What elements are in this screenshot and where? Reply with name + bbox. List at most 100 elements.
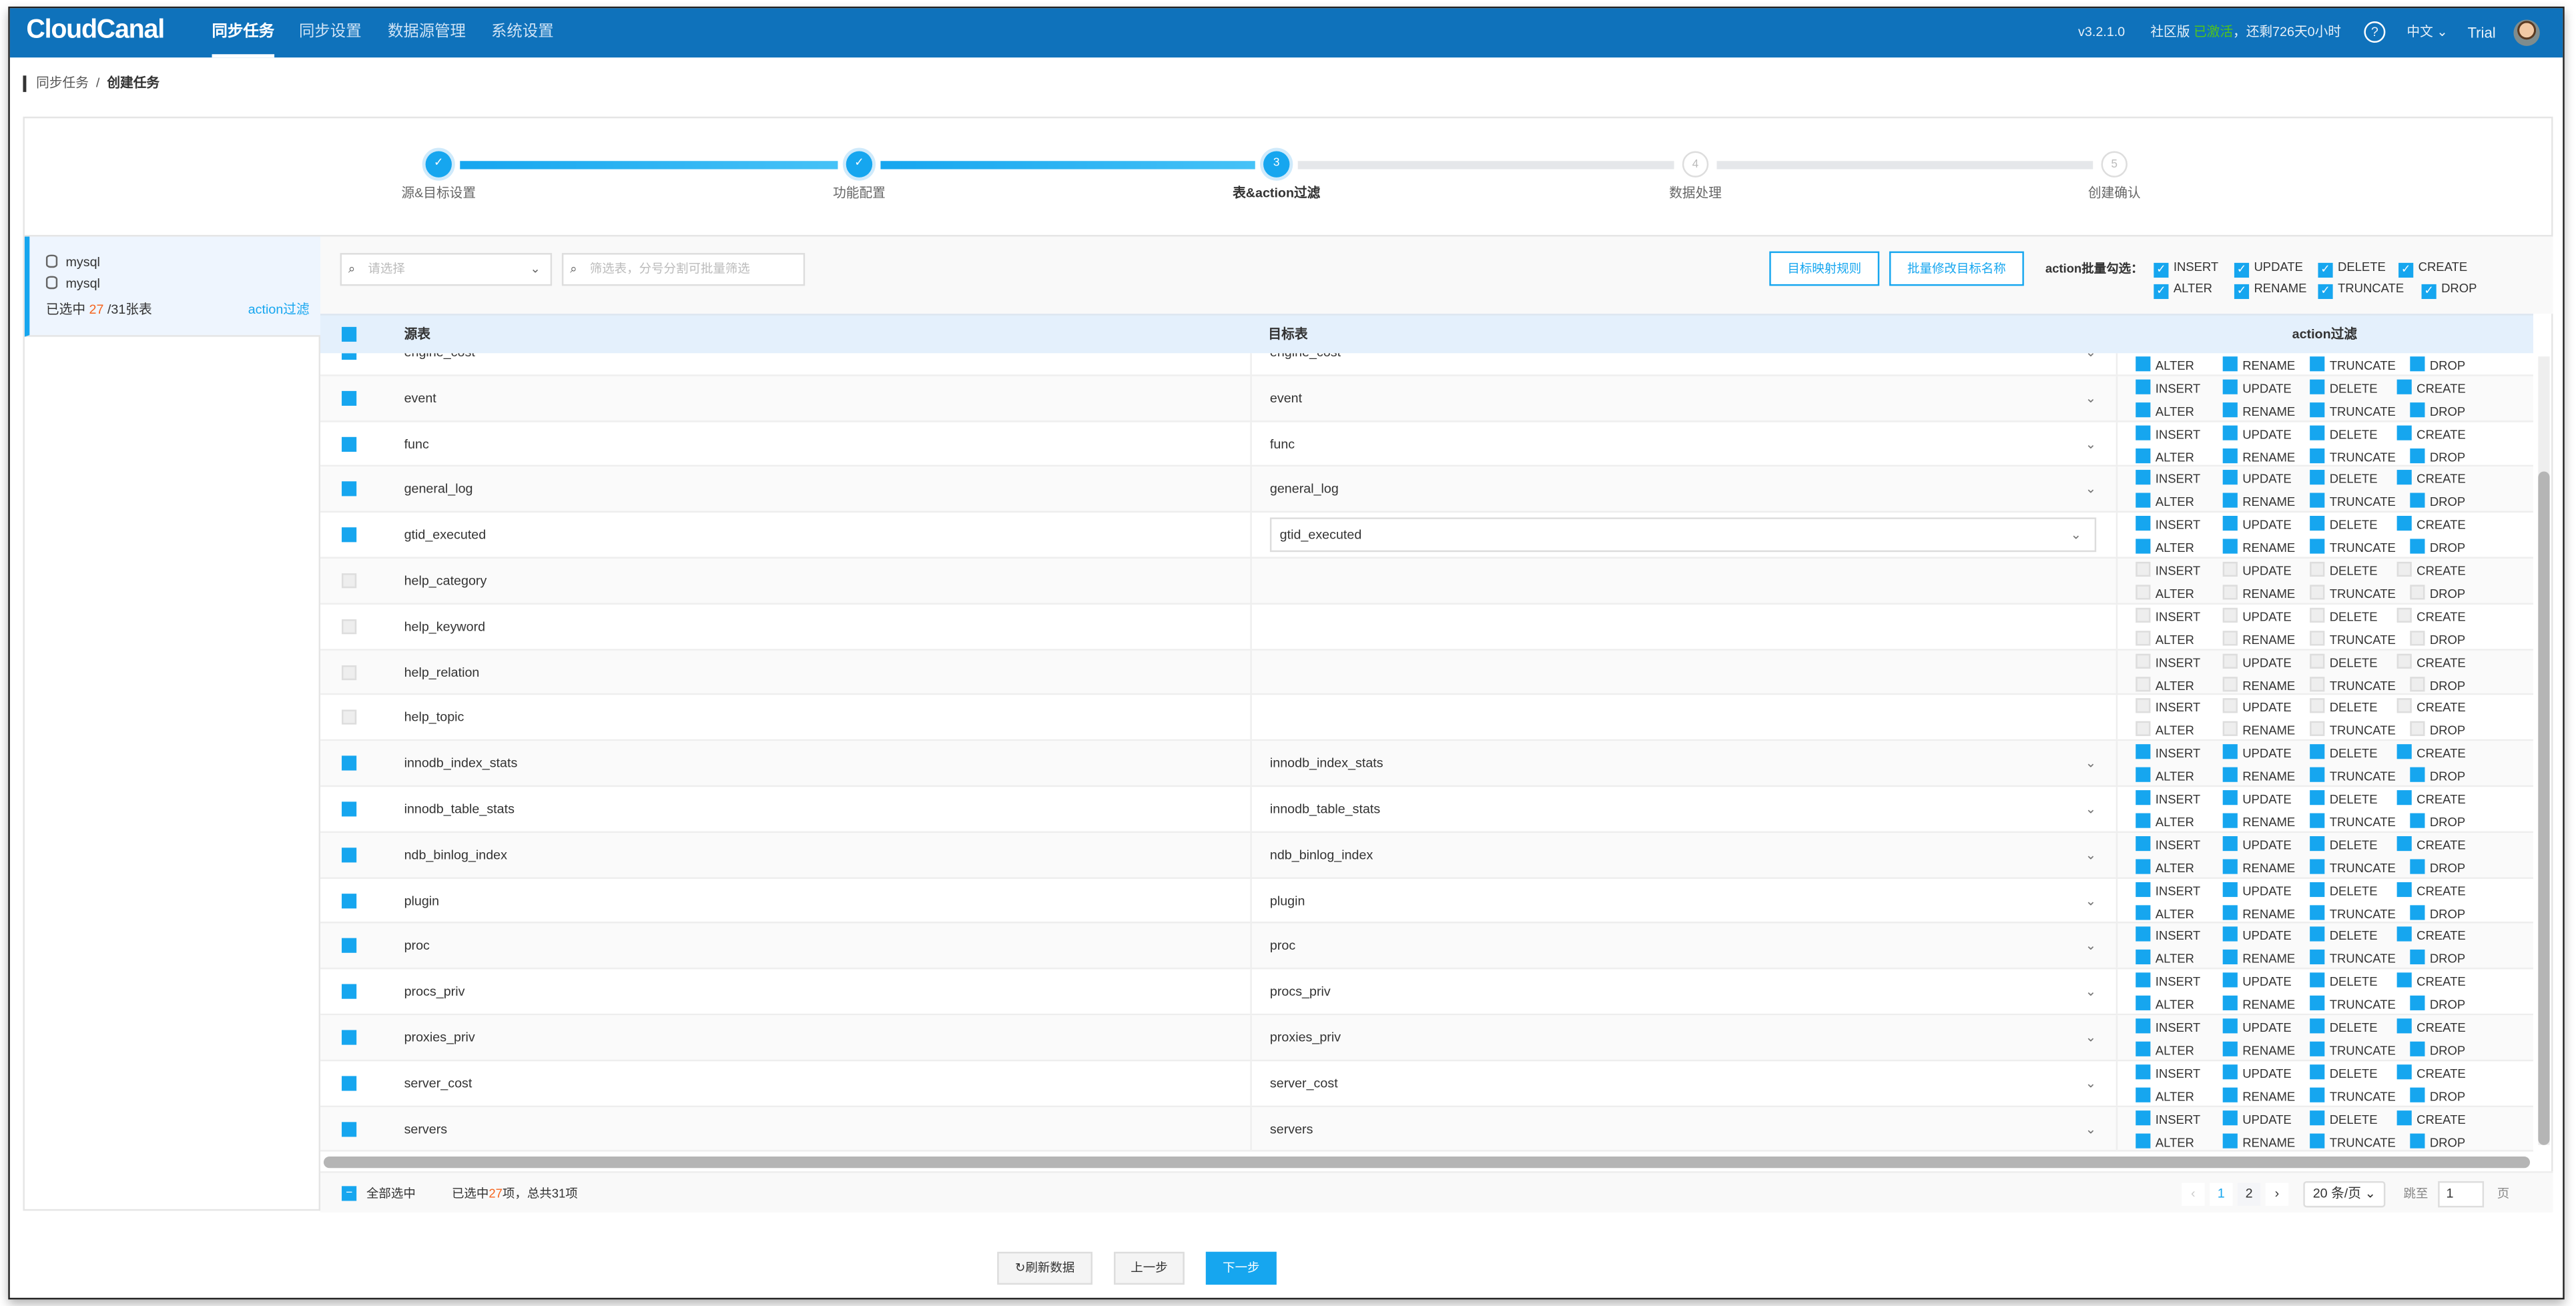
target-table-select[interactable]: gtid_executed ⌄: [1269, 517, 2097, 553]
table-row[interactable]: help_topic INSERT UPDATE DELETE CREATE ALTER R…: [320, 695, 2533, 741]
action-update-option[interactable]: UPDATE: [2222, 927, 2292, 944]
checkbox[interactable]: [2222, 813, 2238, 828]
row-checkbox[interactable]: [342, 893, 357, 908]
row-checkbox[interactable]: [342, 1030, 357, 1045]
action-alter-option[interactable]: ALTER: [2136, 676, 2194, 693]
checkbox[interactable]: ✓: [2234, 262, 2250, 278]
checkbox[interactable]: [2310, 607, 2325, 623]
checkbox[interactable]: [2222, 676, 2238, 691]
target-table-cell[interactable]: general_log ⌄: [1250, 467, 2116, 512]
checkbox[interactable]: [2222, 630, 2238, 645]
checkbox[interactable]: [2136, 1041, 2151, 1056]
checkbox[interactable]: [2410, 767, 2425, 783]
action-update-option[interactable]: UPDATE: [2222, 744, 2292, 761]
action-rename-option[interactable]: RENAME: [2222, 585, 2295, 601]
checkbox[interactable]: [2410, 858, 2425, 874]
checkbox[interactable]: ✓: [2398, 262, 2414, 278]
checkbox[interactable]: [2222, 1064, 2238, 1079]
table-row[interactable]: proc proc ⌄ INSERT UPDATE DELETE CREATE ALTER RE…: [320, 924, 2533, 970]
checkbox[interactable]: [2136, 836, 2151, 851]
action-alter-option[interactable]: ALTER: [2136, 493, 2194, 510]
table-row[interactable]: server_cost server_cost ⌄ INSERT UPDATE DELET…: [320, 1060, 2533, 1107]
checkbox[interactable]: [2136, 858, 2151, 874]
checkbox[interactable]: [2310, 470, 2325, 486]
checkbox[interactable]: [2410, 1041, 2425, 1056]
row-checkbox[interactable]: [342, 664, 357, 680]
checkbox[interactable]: ✓: [2421, 284, 2437, 300]
checkbox[interactable]: [2310, 1018, 2325, 1034]
action-rename-option[interactable]: RENAME: [2222, 1041, 2295, 1058]
action-drop-option[interactable]: DROP: [2410, 904, 2465, 921]
batch-insert-option[interactable]: ✓ INSERT: [2154, 260, 2218, 278]
checkbox[interactable]: [2310, 676, 2325, 691]
checkbox[interactable]: [2222, 448, 2238, 463]
table-row[interactable]: servers servers ⌄ INSERT UPDATE DELETE CREATE A…: [320, 1106, 2533, 1153]
action-insert-option[interactable]: INSERT: [2136, 424, 2200, 441]
action-truncate-option[interactable]: TRUNCATE: [2310, 904, 2396, 921]
action-insert-option[interactable]: INSERT: [2136, 881, 2200, 898]
action-drop-option[interactable]: DROP: [2410, 630, 2465, 647]
action-drop-option[interactable]: DROP: [2410, 1041, 2465, 1058]
table-row[interactable]: engine_costengine_cost⌄INSERTUPDATEDELET…: [320, 353, 2533, 376]
action-truncate-option[interactable]: TRUNCATE: [2310, 676, 2396, 693]
action-alter-option[interactable]: ALTER: [2136, 356, 2194, 373]
target-table-cell[interactable]: plugin ⌄: [1250, 878, 2116, 922]
vertical-scrollbar[interactable]: [2538, 356, 2550, 1145]
batch-rename-option[interactable]: ✓ RENAME: [2234, 281, 2306, 300]
checkbox[interactable]: [2310, 516, 2325, 531]
action-truncate-option[interactable]: TRUNCATE: [2310, 356, 2396, 373]
table-row[interactable]: help_keyword INSERT UPDATE DELETE CREATE ALTE…: [320, 604, 2533, 650]
checkbox[interactable]: [2222, 470, 2238, 486]
checkbox[interactable]: [2136, 881, 2151, 897]
action-delete-option[interactable]: DELETE: [2310, 653, 2378, 669]
checkbox[interactable]: [2310, 904, 2325, 920]
checkbox[interactable]: [2410, 448, 2425, 463]
checkbox[interactable]: [2222, 699, 2238, 714]
checkbox[interactable]: [2396, 561, 2412, 577]
checkbox[interactable]: [2310, 881, 2325, 897]
action-alter-option[interactable]: ALTER: [2136, 950, 2194, 966]
checkbox[interactable]: [2222, 607, 2238, 623]
action-create-option[interactable]: CREATE: [2396, 744, 2466, 761]
checkbox[interactable]: [2136, 1018, 2151, 1034]
action-alter-option[interactable]: ALTER: [2136, 858, 2194, 876]
checkbox[interactable]: [2410, 950, 2425, 965]
action-rename-option[interactable]: RENAME: [2222, 996, 2295, 1012]
breadcrumb-parent[interactable]: 同步任务: [36, 75, 89, 91]
batch-drop-option[interactable]: ✓ DROP: [2421, 281, 2477, 300]
checkbox[interactable]: [2410, 630, 2425, 645]
action-drop-option[interactable]: DROP: [2410, 813, 2465, 830]
checkbox[interactable]: [2222, 1110, 2238, 1125]
action-drop-option[interactable]: DROP: [2410, 402, 2465, 418]
target-table-cell[interactable]: engine_cost ⌄: [1250, 353, 2116, 374]
action-insert-option[interactable]: INSERT: [2136, 927, 2200, 944]
action-alter-option[interactable]: ALTER: [2136, 539, 2194, 556]
action-update-option[interactable]: UPDATE: [2222, 699, 2292, 715]
checkbox[interactable]: [2410, 1132, 2425, 1148]
checkbox[interactable]: [2410, 996, 2425, 1011]
action-truncate-option[interactable]: TRUNCATE: [2310, 585, 2396, 601]
checkbox[interactable]: [2396, 881, 2412, 897]
checkbox[interactable]: [2310, 1064, 2325, 1079]
checkbox[interactable]: [2396, 1018, 2412, 1034]
target-table-cell[interactable]: server_cost ⌄: [1250, 1060, 2116, 1105]
action-insert-option[interactable]: INSERT: [2136, 470, 2200, 487]
action-drop-option[interactable]: DROP: [2410, 539, 2465, 556]
checkbox[interactable]: [2136, 950, 2151, 965]
checkbox[interactable]: [2310, 927, 2325, 942]
table-row[interactable]: innodb_table_stats innodb_table_stats ⌄ INS…: [320, 787, 2533, 833]
batch-truncate-option[interactable]: ✓ TRUNCATE: [2318, 281, 2404, 300]
row-checkbox[interactable]: [342, 710, 357, 725]
action-drop-option[interactable]: DROP: [2410, 950, 2465, 966]
help-icon[interactable]: ?: [2364, 21, 2386, 43]
checkbox[interactable]: [2310, 585, 2325, 600]
checkbox[interactable]: [2410, 356, 2425, 372]
action-delete-option[interactable]: DELETE: [2310, 790, 2378, 807]
action-update-option[interactable]: UPDATE: [2222, 561, 2292, 579]
checkbox[interactable]: [2310, 1132, 2325, 1148]
checkbox[interactable]: [2136, 539, 2151, 555]
action-alter-option[interactable]: ALTER: [2136, 630, 2194, 647]
action-create-option[interactable]: CREATE: [2396, 379, 2466, 396]
checkbox[interactable]: [2396, 653, 2412, 668]
page-size-select[interactable]: 20 条/页 ⌄: [2303, 1181, 2386, 1208]
